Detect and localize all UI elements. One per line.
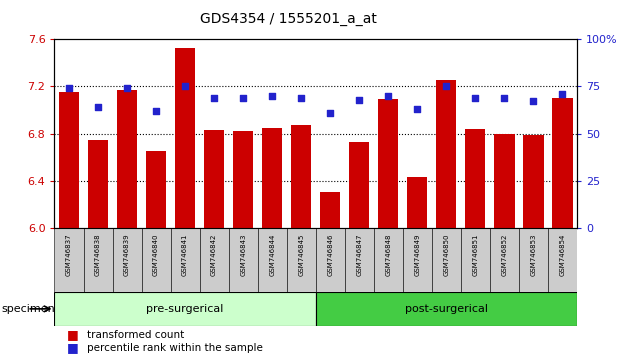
Bar: [204, 130, 224, 228]
Bar: [229, 228, 258, 292]
Bar: [83, 228, 113, 292]
Point: [238, 95, 248, 101]
Bar: [54, 292, 315, 326]
Bar: [553, 98, 572, 228]
Bar: [432, 228, 461, 292]
Bar: [54, 228, 83, 292]
Text: GSM746844: GSM746844: [269, 233, 275, 276]
Bar: [88, 139, 108, 228]
Bar: [436, 80, 456, 228]
Point: [528, 99, 538, 104]
Text: GSM746840: GSM746840: [153, 233, 159, 276]
Bar: [113, 228, 142, 292]
Text: ■: ■: [67, 328, 79, 341]
Point: [557, 91, 567, 97]
Text: GSM746838: GSM746838: [95, 233, 101, 276]
Point: [354, 97, 364, 102]
Text: GSM746846: GSM746846: [327, 233, 333, 276]
Bar: [287, 228, 315, 292]
Bar: [548, 228, 577, 292]
Text: ■: ■: [67, 341, 79, 354]
Text: GSM746842: GSM746842: [211, 233, 217, 276]
Bar: [403, 228, 432, 292]
Point: [441, 84, 451, 89]
Text: GSM746853: GSM746853: [530, 233, 537, 276]
Text: post-surgerical: post-surgerical: [405, 304, 488, 314]
Bar: [465, 129, 485, 228]
Point: [267, 93, 278, 98]
Text: GSM746852: GSM746852: [501, 233, 507, 276]
Text: GSM746839: GSM746839: [124, 233, 130, 276]
Point: [499, 95, 510, 101]
Bar: [171, 228, 199, 292]
Bar: [315, 228, 345, 292]
Point: [93, 104, 103, 110]
Bar: [461, 228, 490, 292]
Bar: [262, 128, 282, 228]
Bar: [494, 134, 515, 228]
Text: pre-surgerical: pre-surgerical: [146, 304, 224, 314]
Bar: [320, 192, 340, 228]
Point: [180, 84, 190, 89]
Text: GSM746850: GSM746850: [444, 233, 449, 276]
Bar: [233, 131, 253, 228]
Bar: [523, 135, 544, 228]
Bar: [117, 90, 137, 228]
Point: [122, 85, 132, 91]
Bar: [175, 48, 196, 228]
Point: [325, 110, 335, 116]
Point: [64, 85, 74, 91]
Bar: [407, 177, 428, 228]
Bar: [490, 228, 519, 292]
Text: GSM746851: GSM746851: [472, 233, 478, 276]
Text: GSM746843: GSM746843: [240, 233, 246, 276]
Bar: [519, 228, 548, 292]
Bar: [378, 99, 399, 228]
Text: specimen: specimen: [1, 304, 55, 314]
Point: [412, 106, 422, 112]
Text: GSM746845: GSM746845: [298, 233, 304, 276]
Point: [296, 95, 306, 101]
Bar: [349, 142, 369, 228]
Text: GDS4354 / 1555201_a_at: GDS4354 / 1555201_a_at: [200, 12, 377, 27]
Bar: [258, 228, 287, 292]
Text: GSM746848: GSM746848: [385, 233, 391, 276]
Bar: [142, 228, 171, 292]
Text: GSM746847: GSM746847: [356, 233, 362, 276]
Bar: [291, 125, 312, 228]
Text: transformed count: transformed count: [87, 330, 184, 339]
Point: [209, 95, 219, 101]
Bar: [345, 228, 374, 292]
Text: GSM746849: GSM746849: [414, 233, 420, 276]
Bar: [199, 228, 229, 292]
Point: [383, 93, 394, 98]
Bar: [146, 152, 166, 228]
Bar: [374, 228, 403, 292]
Text: percentile rank within the sample: percentile rank within the sample: [87, 343, 262, 353]
Point: [151, 108, 161, 114]
Text: GSM746854: GSM746854: [560, 233, 565, 276]
Text: GSM746837: GSM746837: [66, 233, 72, 276]
Bar: [315, 292, 577, 326]
Text: GSM746841: GSM746841: [182, 233, 188, 276]
Point: [470, 95, 481, 101]
Bar: [59, 92, 79, 228]
